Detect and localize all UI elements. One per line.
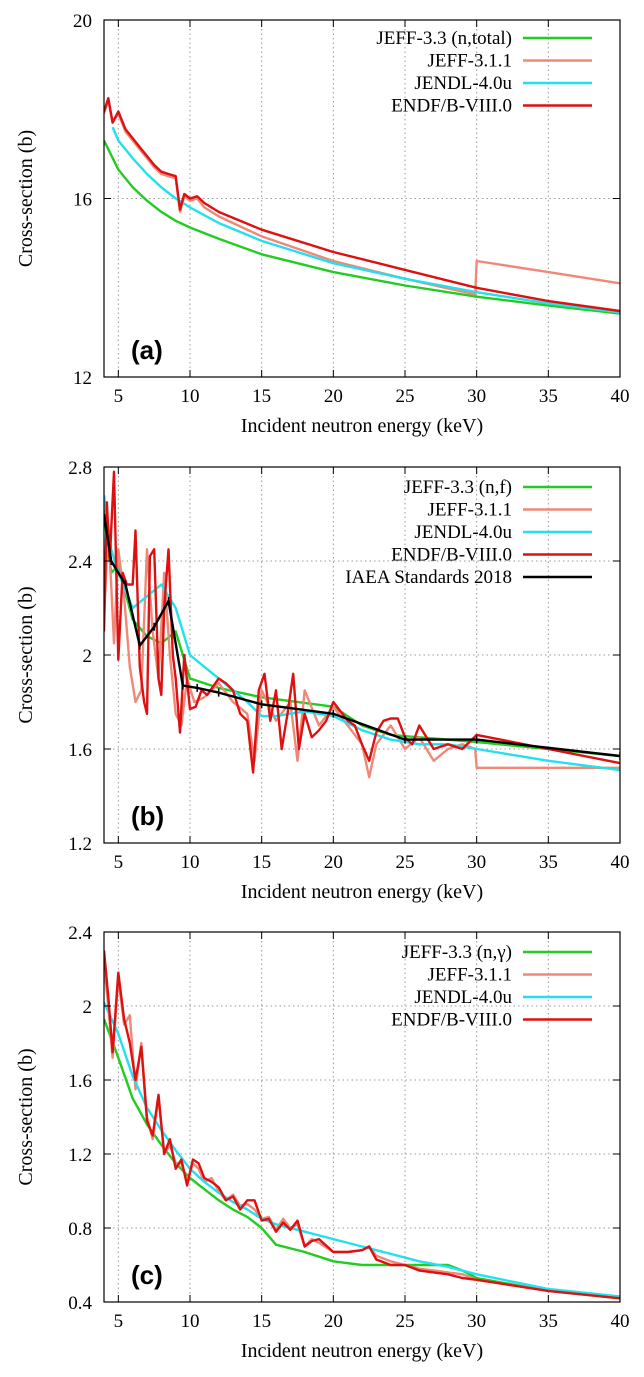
series-line bbox=[104, 950, 620, 1300]
x-tick-label: 40 bbox=[611, 852, 630, 873]
y-tick-label: 1.6 bbox=[68, 740, 92, 761]
y-tick-label: 2.4 bbox=[68, 923, 92, 944]
series-line bbox=[111, 126, 620, 314]
y-tick-label: 12 bbox=[73, 368, 92, 389]
series-line bbox=[104, 470, 620, 774]
chart-panel-1: 5 10 15 20 25 30 35 40 12 16 20 Incident neutron en… bbox=[15, 11, 630, 437]
x-tick-label: 10 bbox=[181, 852, 200, 873]
x-tick-label: 5 bbox=[114, 1311, 124, 1332]
panel-label: (c) bbox=[131, 1260, 163, 1290]
legend-label: JENDL-4.0u bbox=[414, 987, 512, 1008]
x-tick-label: 20 bbox=[324, 852, 343, 873]
series-group bbox=[104, 470, 620, 779]
x-tick-label: 25 bbox=[396, 1311, 415, 1332]
panel-label: (a) bbox=[131, 335, 163, 365]
legend-label: JEFF-3.1.1 bbox=[428, 500, 512, 521]
series-line bbox=[104, 139, 620, 315]
x-tick-label: 10 bbox=[181, 386, 200, 407]
x-tick-label: 5 bbox=[114, 852, 124, 873]
x-tick-label: 20 bbox=[324, 1311, 343, 1332]
x-tick-label: 15 bbox=[252, 1311, 271, 1332]
y-tick-label: 2.4 bbox=[68, 552, 92, 573]
series-line bbox=[104, 495, 620, 772]
legend-label: JENDL-4.0u bbox=[414, 522, 512, 543]
series-line bbox=[104, 1001, 620, 1298]
y-tick-label: 20 bbox=[73, 11, 92, 32]
x-tick-label: 35 bbox=[539, 1311, 558, 1332]
legend-label: JEFF-3.3 (n,γ) bbox=[402, 942, 512, 963]
legend-label: JEFF-3.1.1 bbox=[428, 965, 512, 986]
x-tick-label: 15 bbox=[252, 852, 271, 873]
legend-label: ENDF/B-VIII.0 bbox=[391, 545, 512, 566]
legend: JEFF-3.3 (n,total)JEFF-3.1.1JENDL-4.0uEN… bbox=[376, 28, 592, 117]
x-tick-label: 35 bbox=[539, 852, 558, 873]
y-tick-label: 1.2 bbox=[68, 1145, 92, 1166]
legend-label: JENDL-4.0u bbox=[414, 73, 512, 94]
x-tick-label: 30 bbox=[467, 852, 486, 873]
y-tick-label: 1.2 bbox=[68, 834, 92, 855]
series-line bbox=[104, 1018, 620, 1300]
x-tick-label: 25 bbox=[396, 386, 415, 407]
legend: JEFF-3.3 (n,γ)JEFF-3.1.1JENDL-4.0uENDF/B… bbox=[391, 942, 592, 1031]
series-line bbox=[104, 96, 620, 313]
x-tick-label: 20 bbox=[324, 386, 343, 407]
series-group bbox=[104, 96, 620, 315]
y-tick-label: 2.8 bbox=[68, 458, 92, 479]
chart-panel-3: 5 10 15 20 25 30 35 40 0.4 0.8 1.2 1.6 2 2.4 Incident … bbox=[15, 923, 630, 1362]
y-tick-label: 2 bbox=[83, 997, 93, 1018]
x-tick-label: 30 bbox=[467, 386, 486, 407]
y-axis-title: Cross-section (b) bbox=[15, 1048, 37, 1185]
y-tick-label: 2 bbox=[83, 646, 93, 667]
legend-label: JEFF-3.3 (n,total) bbox=[376, 28, 512, 49]
x-tick-label: 25 bbox=[396, 852, 415, 873]
series-line bbox=[104, 99, 620, 296]
legend-label: ENDF/B-VIII.0 bbox=[391, 1010, 512, 1031]
y-tick-label: 16 bbox=[73, 190, 92, 211]
legend: JEFF-3.3 (n,f)JEFF-3.1.1JENDL-4.0uENDF/B… bbox=[345, 477, 592, 588]
series-group bbox=[104, 950, 620, 1300]
panel-label: (b) bbox=[131, 801, 164, 831]
series-line bbox=[104, 513, 620, 758]
y-tick-label: 0.4 bbox=[68, 1293, 92, 1314]
legend-label: IAEA Standards 2018 bbox=[345, 567, 512, 588]
y-tick-label: 0.8 bbox=[68, 1219, 92, 1240]
x-tick-label: 40 bbox=[611, 1311, 630, 1332]
chart-panel-2: 5 10 15 20 25 30 35 40 1.2 1.6 2 2.4 2.8 Incident neu… bbox=[15, 458, 630, 903]
x-tick-label: 30 bbox=[467, 1311, 486, 1332]
x-tick-label: 35 bbox=[539, 386, 558, 407]
x-axis-title: Incident neutron energy (keV) bbox=[241, 415, 483, 437]
y-tick-label: 1.6 bbox=[68, 1071, 92, 1092]
plot-frame bbox=[103, 931, 621, 1303]
y-axis-title: Cross-section (b) bbox=[15, 130, 37, 267]
x-tick-label: 40 bbox=[611, 386, 630, 407]
x-tick-label: 10 bbox=[181, 1311, 200, 1332]
x-tick-label: 5 bbox=[114, 386, 124, 407]
legend-label: JEFF-3.1.1 bbox=[428, 51, 512, 72]
x-axis-title: Incident neutron energy (keV) bbox=[241, 881, 483, 903]
y-axis-title: Cross-section (b) bbox=[15, 586, 37, 723]
legend-label: JEFF-3.3 (n,f) bbox=[404, 477, 512, 498]
x-axis-title: Incident neutron energy (keV) bbox=[241, 1340, 483, 1362]
x-tick-label: 15 bbox=[252, 386, 271, 407]
legend-label: ENDF/B-VIII.0 bbox=[391, 96, 512, 117]
